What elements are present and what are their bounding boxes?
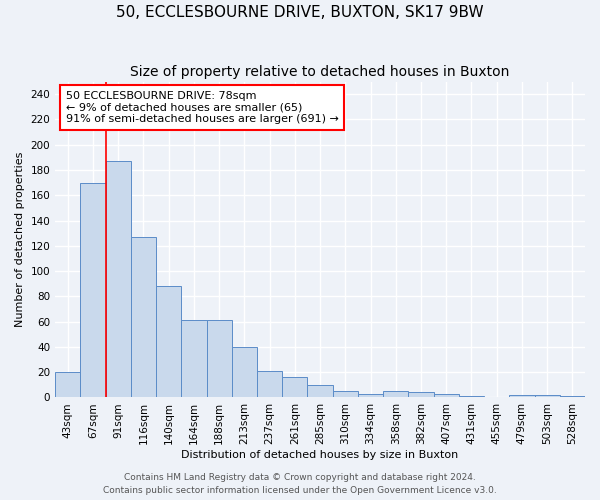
Bar xyxy=(156,286,181,398)
Bar xyxy=(80,182,106,398)
Bar xyxy=(206,320,232,398)
X-axis label: Distribution of detached houses by size in Buxton: Distribution of detached houses by size … xyxy=(181,450,459,460)
Bar xyxy=(106,161,131,398)
Bar xyxy=(232,347,257,398)
Bar xyxy=(535,395,560,398)
Bar xyxy=(181,320,206,398)
Bar xyxy=(257,371,282,398)
Bar xyxy=(383,391,409,398)
Bar xyxy=(459,396,484,398)
Text: Contains HM Land Registry data © Crown copyright and database right 2024.
Contai: Contains HM Land Registry data © Crown c… xyxy=(103,474,497,495)
Bar xyxy=(409,392,434,398)
Bar xyxy=(307,385,332,398)
Bar xyxy=(131,237,156,398)
Bar xyxy=(560,396,585,398)
Text: 50 ECCLESBOURNE DRIVE: 78sqm
← 9% of detached houses are smaller (65)
91% of sem: 50 ECCLESBOURNE DRIVE: 78sqm ← 9% of det… xyxy=(66,91,338,124)
Bar xyxy=(434,394,459,398)
Bar xyxy=(358,394,383,398)
Text: 50, ECCLESBOURNE DRIVE, BUXTON, SK17 9BW: 50, ECCLESBOURNE DRIVE, BUXTON, SK17 9BW xyxy=(116,5,484,20)
Y-axis label: Number of detached properties: Number of detached properties xyxy=(15,152,25,327)
Bar xyxy=(332,391,358,398)
Title: Size of property relative to detached houses in Buxton: Size of property relative to detached ho… xyxy=(130,65,510,79)
Bar xyxy=(55,372,80,398)
Bar xyxy=(509,395,535,398)
Bar xyxy=(282,377,307,398)
